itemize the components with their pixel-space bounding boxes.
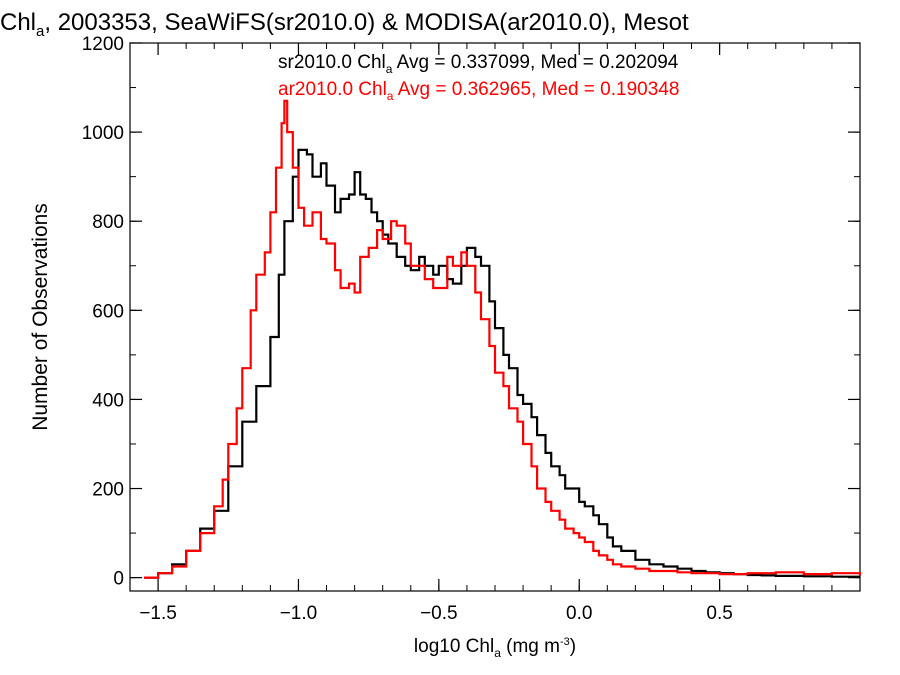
chart-title: Chla, 2003353, SeaWiFS(sr2010.0) & MODIS… [0,9,689,40]
y-tick-label: 1000 [82,123,124,144]
x-tick-label: −0.5 [420,603,458,624]
y-tick-label: 600 [92,301,124,322]
legend-sr2010-stats: sr2010.0 Chla Avg = 0.337099, Med = 0.20… [278,52,679,76]
legend-ar2010-stats: ar2010.0 Chla Avg = 0.362965, Med = 0.19… [278,79,679,103]
y-axis-label: Number of Observations [29,203,52,431]
y-tick-label: 400 [92,390,124,411]
x-tick-label: 0.0 [566,603,592,624]
x-tick-label: 0.5 [706,603,732,624]
y-tick-label: 800 [92,212,124,233]
y-axis-ticks: 0 200 400 600 800 1000 1200 [82,34,860,590]
series-layer [144,99,862,579]
series-line-sr2010-0 [144,148,860,579]
x-tick-label: −1.5 [139,603,177,624]
series-line-ar2010-0 [144,99,862,579]
x-axis-ticks: −1.5 −1.0 −0.5 0.0 0.5 [129,43,861,624]
x-axis-label: log10 Chla (mg m-3) [414,636,576,660]
y-tick-label: 200 [92,480,124,501]
x-tick-label: −1.0 [280,603,318,624]
y-tick-label: 0 [113,569,124,590]
y-tick-label: 1200 [82,34,124,55]
